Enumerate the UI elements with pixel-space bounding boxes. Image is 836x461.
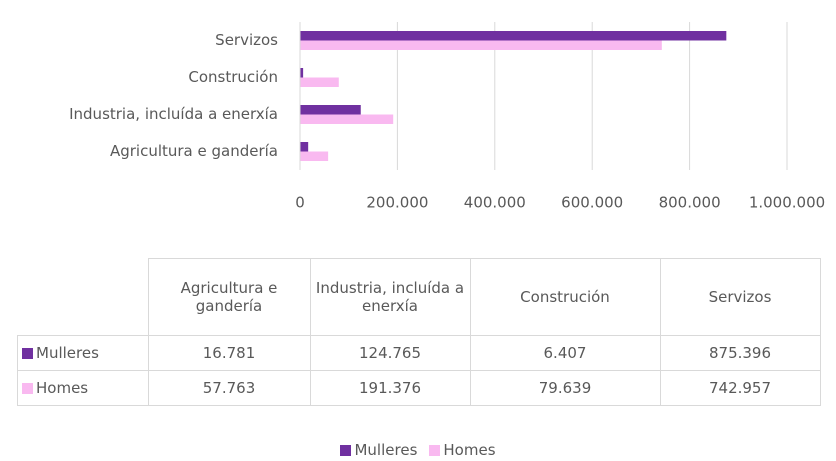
table-cell: 16.781 bbox=[147, 335, 311, 371]
table-cell: 191.376 bbox=[309, 370, 471, 406]
table-cell: 57.763 bbox=[147, 370, 311, 406]
legend-item: Mulleres bbox=[340, 441, 417, 459]
data-table: Agricultura e gandería Industria, incluíd… bbox=[17, 258, 821, 406]
y-tick-label: Construción bbox=[188, 68, 278, 86]
y-tick-label: Industria, incluída a enerxía bbox=[69, 105, 278, 123]
x-tick-label: 200.000 bbox=[366, 194, 428, 212]
table-header: Servizos bbox=[659, 258, 821, 336]
bar bbox=[300, 68, 304, 78]
bar bbox=[300, 77, 339, 87]
bar bbox=[300, 31, 727, 41]
legend-key bbox=[22, 348, 33, 359]
legend-key bbox=[340, 445, 352, 456]
series-name: Homes bbox=[36, 379, 89, 397]
legend-label: Mulleres bbox=[354, 441, 418, 459]
bar bbox=[300, 114, 394, 124]
y-tick-label: Agricultura e gandería bbox=[110, 142, 278, 160]
legend-label: Homes bbox=[443, 441, 496, 459]
table-header: Construción bbox=[469, 258, 661, 336]
table-header: Industria, incluída a enerxía bbox=[309, 258, 471, 336]
table-row-header: Mulleres bbox=[17, 335, 149, 371]
table-corner bbox=[17, 258, 149, 336]
bar bbox=[300, 40, 662, 50]
table-cell: 79.639 bbox=[469, 370, 661, 406]
x-tick-label: 0 bbox=[295, 194, 305, 212]
table-row: Homes 57.763 191.376 79.639 742.957 bbox=[17, 370, 821, 406]
table-cell: 742.957 bbox=[659, 370, 821, 406]
legend-item: Homes bbox=[429, 441, 496, 459]
legend: Mulleres Homes bbox=[0, 441, 836, 459]
legend-key bbox=[429, 445, 441, 456]
y-tick-label: Servizos bbox=[215, 31, 278, 49]
bar bbox=[300, 151, 329, 161]
table-row: Mulleres 16.781 124.765 6.407 875.396 bbox=[17, 335, 821, 371]
table-cell: 875.396 bbox=[659, 335, 821, 371]
table-cell: 124.765 bbox=[309, 335, 471, 371]
x-tick-label: 1.000.000 bbox=[749, 194, 825, 212]
legend-key bbox=[22, 383, 33, 394]
x-tick-label: 400.000 bbox=[464, 194, 526, 212]
bar bbox=[300, 142, 309, 152]
table-row-header: Homes bbox=[17, 370, 149, 406]
table-header-row: Agricultura e gandería Industria, incluíd… bbox=[17, 258, 821, 336]
x-tick-label: 800.000 bbox=[659, 194, 721, 212]
x-tick-label: 600.000 bbox=[561, 194, 623, 212]
bar bbox=[300, 105, 361, 115]
series-name: Mulleres bbox=[36, 344, 99, 362]
table-cell: 6.407 bbox=[469, 335, 661, 371]
table-header: Agricultura e gandería bbox=[147, 258, 311, 336]
